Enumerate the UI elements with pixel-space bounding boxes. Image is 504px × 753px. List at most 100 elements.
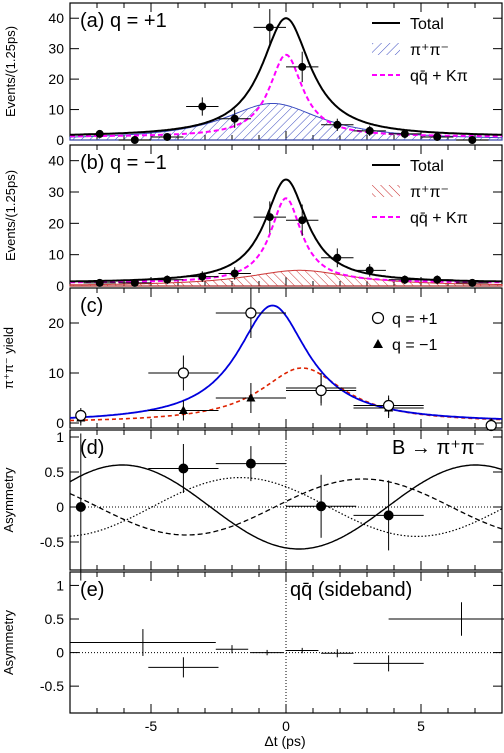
legend-bkg-label: qq̄ + Kπ <box>410 210 468 227</box>
legend-total-label: Total <box>410 16 444 33</box>
y-axis-label: Asymmetry <box>1 467 16 533</box>
y-tick-label: 40 <box>48 153 64 169</box>
y-tick-label: 0 <box>56 499 64 515</box>
y-axis-label: Events/(1.25ps) <box>3 26 18 117</box>
legend-pipi-swatch <box>372 43 400 55</box>
data-point <box>198 102 207 111</box>
panel-a: 0 10 20 30 40 Events/(1.25ps) (a) q = +1 Total π… <box>3 2 503 148</box>
open-circle-point <box>75 409 87 422</box>
y-tick-label: 1 <box>56 429 64 445</box>
panel-title: (d) <box>80 437 104 459</box>
panel-c: 0 10 20 π⁺π⁻ yield (c) q = +1 q = −1 <box>1 287 503 432</box>
data-point <box>230 269 239 278</box>
y-tick-label: 10 <box>48 102 64 118</box>
data-point <box>333 120 342 129</box>
legend-pipi-swatch <box>372 185 400 197</box>
data-point <box>265 213 274 222</box>
data-point <box>178 463 189 474</box>
y-tick-label: 0.5 <box>45 464 65 480</box>
panel-d: -0.5 0 0.5 1 Asymmetry (d) B → π⁺π⁻ <box>1 429 503 581</box>
panel-e: -0.5 0 0.5 1 Asymmetry (e) qq̄ (sideband) -5 0 5 <box>1 571 504 734</box>
panel-annotation: B → π⁺π⁻ <box>392 437 485 459</box>
data-point <box>163 132 172 141</box>
background-curve <box>70 53 502 138</box>
legend-q-minus-label: q = −1 <box>392 337 437 354</box>
open-circle-point <box>485 419 497 432</box>
panel-c-frame <box>69 287 503 429</box>
q-plus-curve <box>69 304 503 420</box>
y-tick-label: 0 <box>56 645 64 661</box>
legend-q-minus-marker <box>373 339 383 348</box>
x-tick-label: -5 <box>145 718 158 734</box>
legend-q-plus-label: q = +1 <box>392 311 437 328</box>
data-point <box>95 129 104 138</box>
y-tick-label: 10 <box>48 247 64 263</box>
pipi-component-curve <box>69 269 503 287</box>
data-point <box>130 136 139 144</box>
open-circle-point <box>383 399 395 412</box>
y-tick-label: 0 <box>56 278 64 294</box>
panel-title: (b) q = −1 <box>80 152 167 174</box>
x-tick-label: 5 <box>417 718 425 734</box>
data-point <box>130 278 139 287</box>
panel-b: 0 10 20 30 40 Events/(1.25ps) (b) q = −1 Total π… <box>3 144 503 294</box>
y-tick-label: 30 <box>48 41 64 57</box>
panel-title: (c) <box>80 295 103 317</box>
data-point <box>298 62 307 71</box>
y-tick-label: 0.5 <box>45 611 65 627</box>
data-point <box>468 136 477 144</box>
y-axis-label: Events/(1.25ps) <box>3 170 18 261</box>
open-circle-point <box>177 367 189 379</box>
y-tick-label: 20 <box>48 71 64 87</box>
triangle-point <box>246 393 256 402</box>
data-point <box>433 275 442 284</box>
y-tick-label: -0.5 <box>40 534 64 550</box>
y-tick-label: 1 <box>56 577 64 593</box>
data-point <box>75 502 86 512</box>
y-tick-label: 10 <box>48 365 64 381</box>
data-point <box>365 266 374 275</box>
legend-pipi-label: π⁺π⁻ <box>410 42 449 59</box>
y-tick-label: 40 <box>48 10 64 26</box>
y-tick-label: -0.5 <box>40 678 64 694</box>
y-tick-label: 20 <box>48 315 64 331</box>
panel-title: (e) <box>80 579 104 601</box>
data-point <box>230 114 239 123</box>
data-point <box>298 216 307 225</box>
y-axis-label: π⁺π⁻ yield <box>1 327 16 389</box>
open-circle-point <box>315 384 327 397</box>
data-point <box>365 126 374 135</box>
y-tick-label: 30 <box>48 184 64 200</box>
total-curve <box>69 17 503 136</box>
legend-total-label: Total <box>410 158 444 175</box>
y-tick-label: 0 <box>56 132 64 148</box>
y-axis-label: Asymmetry <box>1 610 16 676</box>
data-point <box>198 272 207 281</box>
x-tick-label: 0 <box>282 718 290 734</box>
legend-bkg-label: qq̄ + Kπ <box>410 68 468 85</box>
data-point <box>316 501 327 512</box>
y-tick-label: 20 <box>48 215 64 231</box>
data-point <box>468 278 477 287</box>
data-point <box>400 275 409 284</box>
legend-q-plus-marker <box>371 311 385 325</box>
data-point <box>433 132 442 141</box>
panel-title: (a) q = +1 <box>80 10 167 32</box>
panel-annotation: qq̄ (sideband) <box>290 579 412 601</box>
dotted-curve <box>69 477 503 537</box>
data-point <box>95 278 104 287</box>
legend-pipi-label: π⁺π⁻ <box>410 184 449 201</box>
data-point <box>383 510 394 521</box>
data-point <box>333 253 342 262</box>
open-circle-point <box>245 307 257 319</box>
data-point <box>400 129 409 138</box>
y-tick-label: 0 <box>56 415 64 431</box>
data-point <box>245 458 256 469</box>
x-axis-label: Δt (ps) <box>264 733 305 749</box>
data-point <box>163 275 172 284</box>
solid-curve <box>69 464 503 550</box>
background-curve <box>70 197 502 284</box>
data-point <box>265 23 274 32</box>
triangle-point <box>178 405 188 414</box>
